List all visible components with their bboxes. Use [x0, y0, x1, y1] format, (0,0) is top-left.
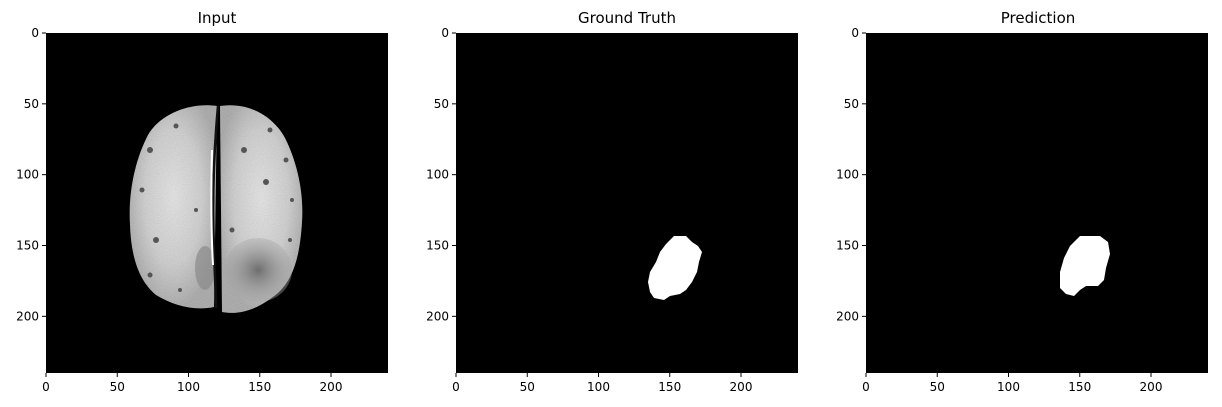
prediction-mask [1060, 236, 1110, 296]
brain-image [129, 105, 303, 313]
y-tick-label: 150 [16, 239, 39, 253]
x-tick-label: 50 [110, 380, 125, 394]
x-tick-label: 50 [930, 380, 945, 394]
image-background [456, 33, 798, 373]
x-tick-label: 50 [520, 380, 535, 394]
panel-input: Input [46, 9, 388, 373]
panel-title: Ground Truth [578, 9, 676, 27]
x-tick-label: 0 [452, 380, 460, 394]
x-tick-label: 100 [997, 380, 1020, 394]
left-hemisphere [129, 105, 217, 309]
y-tick-label: 100 [836, 168, 859, 182]
axes-layer: 0 50 100 150 200 0 50 100 150 200 0 50 100 150 200 0 50 1… [16, 26, 1162, 394]
panel-ground-truth: Ground Truth [456, 9, 798, 373]
image-background [46, 33, 388, 373]
x-tick-label: 200 [320, 380, 343, 394]
panel-prediction: Prediction [866, 9, 1208, 373]
ground-truth-mask [648, 236, 702, 300]
x-tick-label: 0 [42, 380, 50, 394]
x-tick-label: 150 [658, 380, 681, 394]
midline-bright [210, 149, 214, 266]
y-tick-label: 100 [426, 168, 449, 182]
dark-area [195, 246, 215, 290]
y-tick-label: 100 [16, 168, 39, 182]
image-background [866, 33, 1208, 373]
y-tick-label: 200 [16, 309, 39, 323]
x-tick-label: 200 [730, 380, 753, 394]
y-tick-label: 50 [844, 97, 859, 111]
y-tick-label: 0 [31, 26, 39, 40]
y-tick-label: 200 [426, 309, 449, 323]
y-tick-label: 50 [24, 97, 39, 111]
x-tick-label: 100 [177, 380, 200, 394]
y-tick-label: 0 [441, 26, 449, 40]
y-tick-label: 0 [851, 26, 859, 40]
x-tick-label: 200 [1140, 380, 1163, 394]
lesion-region [224, 238, 292, 302]
cortical-speckles [139, 123, 294, 292]
x-tick-label: 150 [1068, 380, 1091, 394]
x-tick-label: 150 [248, 380, 271, 394]
y-tick-label: 150 [426, 239, 449, 253]
midline-fissure [211, 105, 220, 309]
x-tick-label: 0 [862, 380, 870, 394]
x-tick-label: 100 [587, 380, 610, 394]
panel-title: Prediction [1001, 9, 1076, 27]
y-tick-label: 200 [836, 309, 859, 323]
y-tick-label: 50 [434, 97, 449, 111]
y-tick-label: 150 [836, 239, 859, 253]
panel-title: Input [198, 9, 237, 27]
